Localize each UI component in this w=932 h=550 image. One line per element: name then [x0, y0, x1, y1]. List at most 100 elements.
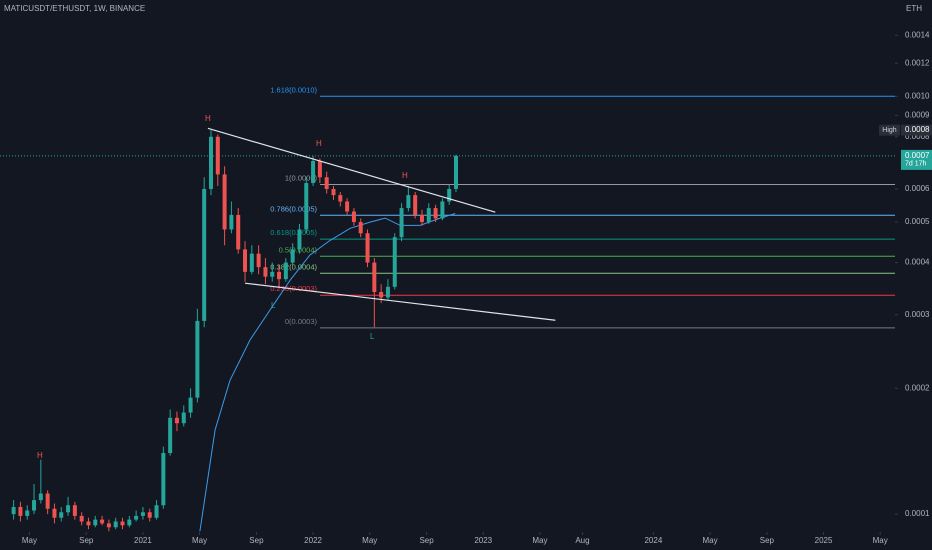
candle-body: [419, 214, 424, 223]
candle-body: [215, 136, 220, 175]
x-tick-label: 2025: [815, 536, 833, 545]
x-tick-label: Sep: [249, 536, 264, 545]
candle-body: [147, 512, 152, 518]
candle-body: [283, 262, 288, 280]
candle-body: [208, 136, 213, 189]
x-tick-label: Sep: [79, 536, 94, 545]
candle-body: [93, 519, 98, 526]
high-value: 0.0008: [905, 125, 930, 134]
candle-body: [52, 508, 57, 518]
x-tick-label: 2024: [644, 536, 662, 545]
x-tick-label: May: [532, 536, 547, 545]
candle-body: [379, 292, 384, 298]
candle-body: [351, 211, 356, 223]
candle-body: [338, 195, 343, 202]
annotation: L: [370, 332, 375, 341]
candle-body: [311, 161, 316, 184]
annotation: H: [205, 114, 211, 123]
high-value-bg: [901, 124, 932, 136]
y-tick-label: 0.0003: [905, 310, 930, 319]
candle-body: [202, 188, 207, 321]
candle-body: [399, 208, 404, 238]
y-tick-label: 0.0008: [905, 132, 930, 141]
x-tick-label: May: [873, 536, 888, 545]
x-tick-label: Sep: [760, 536, 775, 545]
candle-body: [263, 267, 268, 277]
candle-body: [358, 222, 363, 234]
candle-body: [256, 253, 261, 268]
candle-body: [413, 195, 418, 215]
candle-body: [120, 521, 125, 526]
candle-body: [365, 233, 370, 263]
candle-body: [236, 214, 241, 250]
candle-body: [106, 523, 111, 528]
y-tick-label: 0.0012: [905, 58, 930, 67]
candle-body: [134, 515, 139, 520]
candle-body: [11, 506, 16, 515]
y-unit: ETH: [906, 4, 922, 13]
candle-body: [45, 493, 50, 509]
y-tick-label: 0.0004: [905, 258, 930, 267]
fib-label: 1.618(0.0010): [270, 85, 317, 94]
x-tick-label: 2022: [304, 536, 322, 545]
candle-body: [290, 249, 295, 263]
annotation: H: [316, 139, 322, 148]
candle-body: [32, 500, 37, 511]
moving-average: [199, 213, 456, 532]
y-tick-label: 0.0001: [905, 509, 930, 518]
candle-body: [277, 271, 282, 280]
candle-body: [18, 506, 23, 516]
candle-body: [297, 229, 302, 250]
x-tick-label: May: [22, 536, 37, 545]
candle-body: [385, 286, 390, 298]
countdown: 7d 17h: [905, 161, 927, 168]
x-tick-label: 2021: [134, 536, 152, 545]
chart-title: MATICUSDT/ETHUSDT, 1W, BINANCE: [4, 4, 145, 13]
candle-body: [195, 320, 200, 398]
candle-body: [304, 183, 309, 230]
high-badge: [879, 124, 900, 136]
candle-body: [392, 237, 397, 287]
last-price-label: 0.0007: [905, 151, 930, 160]
candle-body: [440, 201, 445, 219]
candle-body: [174, 417, 179, 424]
candle-body: [433, 208, 438, 219]
y-tick-label: 0.0006: [905, 184, 930, 193]
candle-body: [243, 249, 248, 272]
y-tick-label: 0.0002: [905, 383, 930, 392]
candle-body: [79, 515, 84, 522]
candle-body: [229, 214, 234, 230]
candle-body: [113, 521, 118, 528]
last-price-badge: [901, 149, 932, 170]
fib-label: 0.618(0.0005): [270, 228, 317, 237]
candle-body: [324, 177, 329, 189]
candle-body: [154, 505, 159, 518]
candle-body: [345, 201, 350, 212]
fib-label: 0.5(0.0004): [279, 245, 318, 254]
candle-body: [331, 188, 336, 196]
x-tick-label: 2023: [474, 536, 492, 545]
x-tick-label: Sep: [419, 536, 434, 545]
candle-body: [86, 521, 91, 526]
trendline: [207, 127, 496, 213]
candle-body: [406, 195, 411, 209]
candle-body: [140, 512, 145, 516]
annotation: H: [37, 451, 43, 460]
candle-body: [168, 417, 173, 454]
fib-label: 0(0.0003): [285, 317, 318, 326]
high-badge-text: High: [882, 127, 897, 134]
candle-body: [454, 155, 459, 189]
candle-body: [249, 253, 254, 272]
y-tick-label: 0.0005: [905, 217, 930, 226]
y-tick-label: 0.0010: [905, 91, 930, 100]
x-tick-label: May: [192, 536, 207, 545]
x-tick-label: May: [362, 536, 377, 545]
x-tick-label: Aug: [575, 536, 589, 545]
candle-body: [161, 453, 166, 506]
y-tick-label: 0.0009: [905, 111, 930, 120]
fib-label: 0.382(0.0004): [270, 262, 317, 271]
fib-label: 1(0.0006): [285, 173, 318, 182]
candle-body: [127, 519, 132, 526]
